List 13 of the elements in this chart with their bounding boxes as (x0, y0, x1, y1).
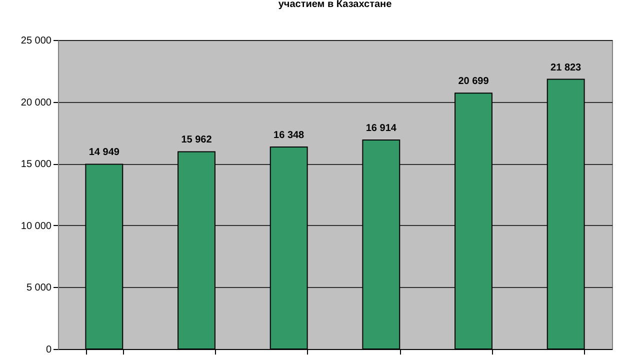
text: 20 699 (458, 76, 489, 88)
text: 21 823 (550, 62, 582, 74)
y-tick-label: 5 000 (26, 282, 52, 294)
text: 16 914 (366, 122, 396, 134)
y-tick-label: 0 (46, 344, 52, 355)
text: 15 962 (181, 134, 212, 146)
y-tick-label: 10 000 (20, 220, 52, 232)
text: 14 949 (88, 147, 120, 158)
text: 16 348 (274, 130, 304, 141)
y-tick-label: 20 000 (20, 97, 52, 108)
chart-title: участием в Казахстане (278, 0, 392, 10)
y-tick-label: 15 000 (20, 159, 52, 170)
y-tick-label: 25 000 (20, 36, 52, 46)
